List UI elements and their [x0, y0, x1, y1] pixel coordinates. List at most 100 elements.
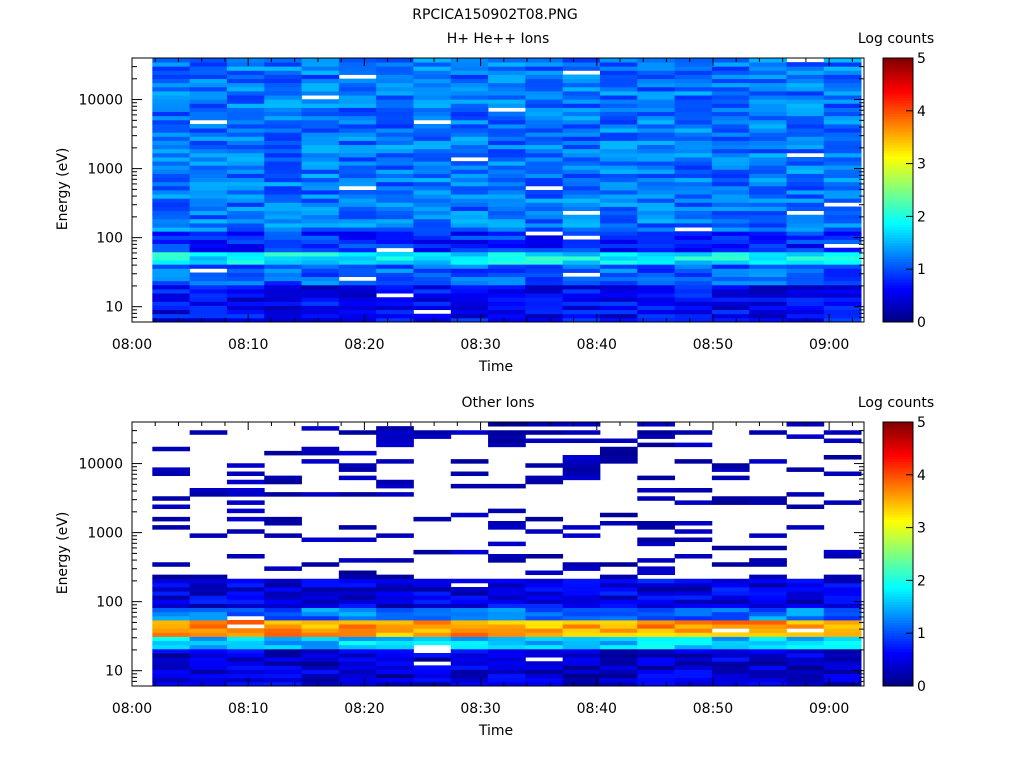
heatmap-cell — [488, 62, 526, 67]
heatmap-cell — [338, 570, 377, 576]
heatmap-cell — [599, 297, 638, 302]
colorbar-step — [883, 437, 913, 441]
heatmap-cell — [674, 529, 713, 534]
heatmap-cell — [711, 169, 750, 174]
heatmap-cell — [749, 313, 787, 319]
heatmap-cell — [226, 235, 265, 240]
heatmap-cell — [786, 223, 825, 228]
heatmap-cell — [562, 227, 601, 232]
heatmap-cell — [338, 492, 377, 497]
heatmap-cell — [749, 611, 787, 617]
heatmap-cell — [264, 309, 302, 315]
heatmap-cell — [264, 566, 302, 571]
heatmap-cell — [301, 648, 340, 654]
heatmap-cell — [562, 317, 601, 323]
heatmap-cell — [749, 640, 787, 646]
heatmap-cell — [823, 194, 862, 199]
heatmap-cell — [562, 624, 601, 629]
heatmap-cell — [301, 591, 340, 596]
heatmap-cell — [450, 190, 489, 195]
x-axis-label: Time — [478, 359, 513, 375]
heatmap-cell — [264, 475, 302, 481]
heatmap-cell — [301, 152, 340, 158]
heatmap-cell — [637, 317, 675, 323]
heatmap-cell — [562, 648, 601, 654]
heatmap-cell — [450, 194, 489, 199]
heatmap-cell — [152, 599, 191, 604]
heatmap-cell — [786, 144, 825, 150]
heatmap-cell — [413, 235, 452, 240]
heatmap-cell — [488, 202, 526, 207]
heatmap-cell — [525, 636, 564, 642]
colorbar-step — [883, 248, 913, 252]
heatmap-cell — [599, 78, 638, 84]
heatmap-cell — [525, 644, 564, 650]
colorbar-step — [883, 435, 913, 439]
heatmap-cell — [264, 152, 302, 158]
heatmap-cell — [189, 636, 228, 642]
heatmap-cell — [264, 95, 302, 100]
heatmap-cell — [450, 70, 489, 75]
heatmap-cell — [413, 578, 452, 584]
heatmap-cell — [488, 235, 526, 240]
x-tick-label: 08:20 — [344, 337, 384, 353]
heatmap-cell — [338, 66, 377, 71]
heatmap-cell — [599, 562, 638, 567]
heatmap-cell — [376, 648, 414, 654]
heatmap-cell — [189, 136, 228, 141]
heatmap-cell — [786, 640, 825, 646]
heatmap-cell — [786, 504, 825, 510]
heatmap-cell — [413, 611, 452, 617]
heatmap-cell — [525, 570, 564, 576]
heatmap-cell — [562, 611, 601, 617]
heatmap-cell — [189, 210, 228, 216]
heatmap-cell — [562, 289, 601, 294]
heatmap-cell — [488, 136, 526, 141]
heatmap-cell — [301, 492, 340, 497]
heatmap-cell — [301, 210, 340, 216]
heatmap-cell — [823, 665, 862, 670]
heatmap-cell — [152, 446, 191, 452]
heatmap-cell — [152, 467, 191, 472]
heatmap-cell — [338, 309, 377, 315]
heatmap-cell — [711, 140, 750, 146]
heatmap-cell — [301, 198, 340, 203]
heatmap-cell — [749, 620, 787, 625]
heatmap-cell — [786, 582, 825, 588]
heatmap-cell — [786, 603, 825, 609]
heatmap-cell — [264, 301, 302, 306]
heatmap-cell — [338, 653, 377, 658]
heatmap-cell — [152, 206, 191, 212]
heatmap-cell — [711, 595, 750, 600]
heatmap-cell — [749, 574, 787, 580]
colorbar-step — [883, 316, 913, 320]
heatmap-cell — [189, 66, 228, 71]
heatmap-cell — [301, 603, 340, 609]
heatmap-cell — [674, 70, 713, 75]
heatmap-cell — [301, 681, 340, 687]
heatmap-cell — [488, 91, 526, 96]
colorbar-step — [883, 488, 913, 492]
heatmap-cell — [264, 673, 302, 679]
colorbar-step — [883, 200, 913, 204]
heatmap-cell — [525, 582, 564, 588]
heatmap-cell — [338, 673, 377, 679]
heatmap-cell — [525, 284, 564, 290]
x-tick-label: 08:30 — [460, 337, 500, 353]
heatmap-cell — [562, 247, 601, 253]
heatmap-cell — [301, 107, 340, 113]
heatmap-cell — [450, 677, 489, 683]
heatmap-cell — [711, 190, 750, 195]
heatmap-cell — [637, 231, 675, 236]
heatmap-cell — [674, 442, 713, 448]
heatmap-cell — [413, 297, 452, 302]
heatmap-cell — [450, 66, 489, 71]
heatmap-cell — [599, 99, 638, 104]
heatmap-cell — [786, 95, 825, 100]
heatmap-cell — [450, 607, 489, 613]
heatmap-cell — [450, 82, 489, 88]
heatmap-cell — [488, 276, 526, 282]
heatmap-cell — [599, 628, 638, 633]
heatmap-cell — [376, 305, 414, 311]
colorbar-step — [883, 58, 913, 62]
